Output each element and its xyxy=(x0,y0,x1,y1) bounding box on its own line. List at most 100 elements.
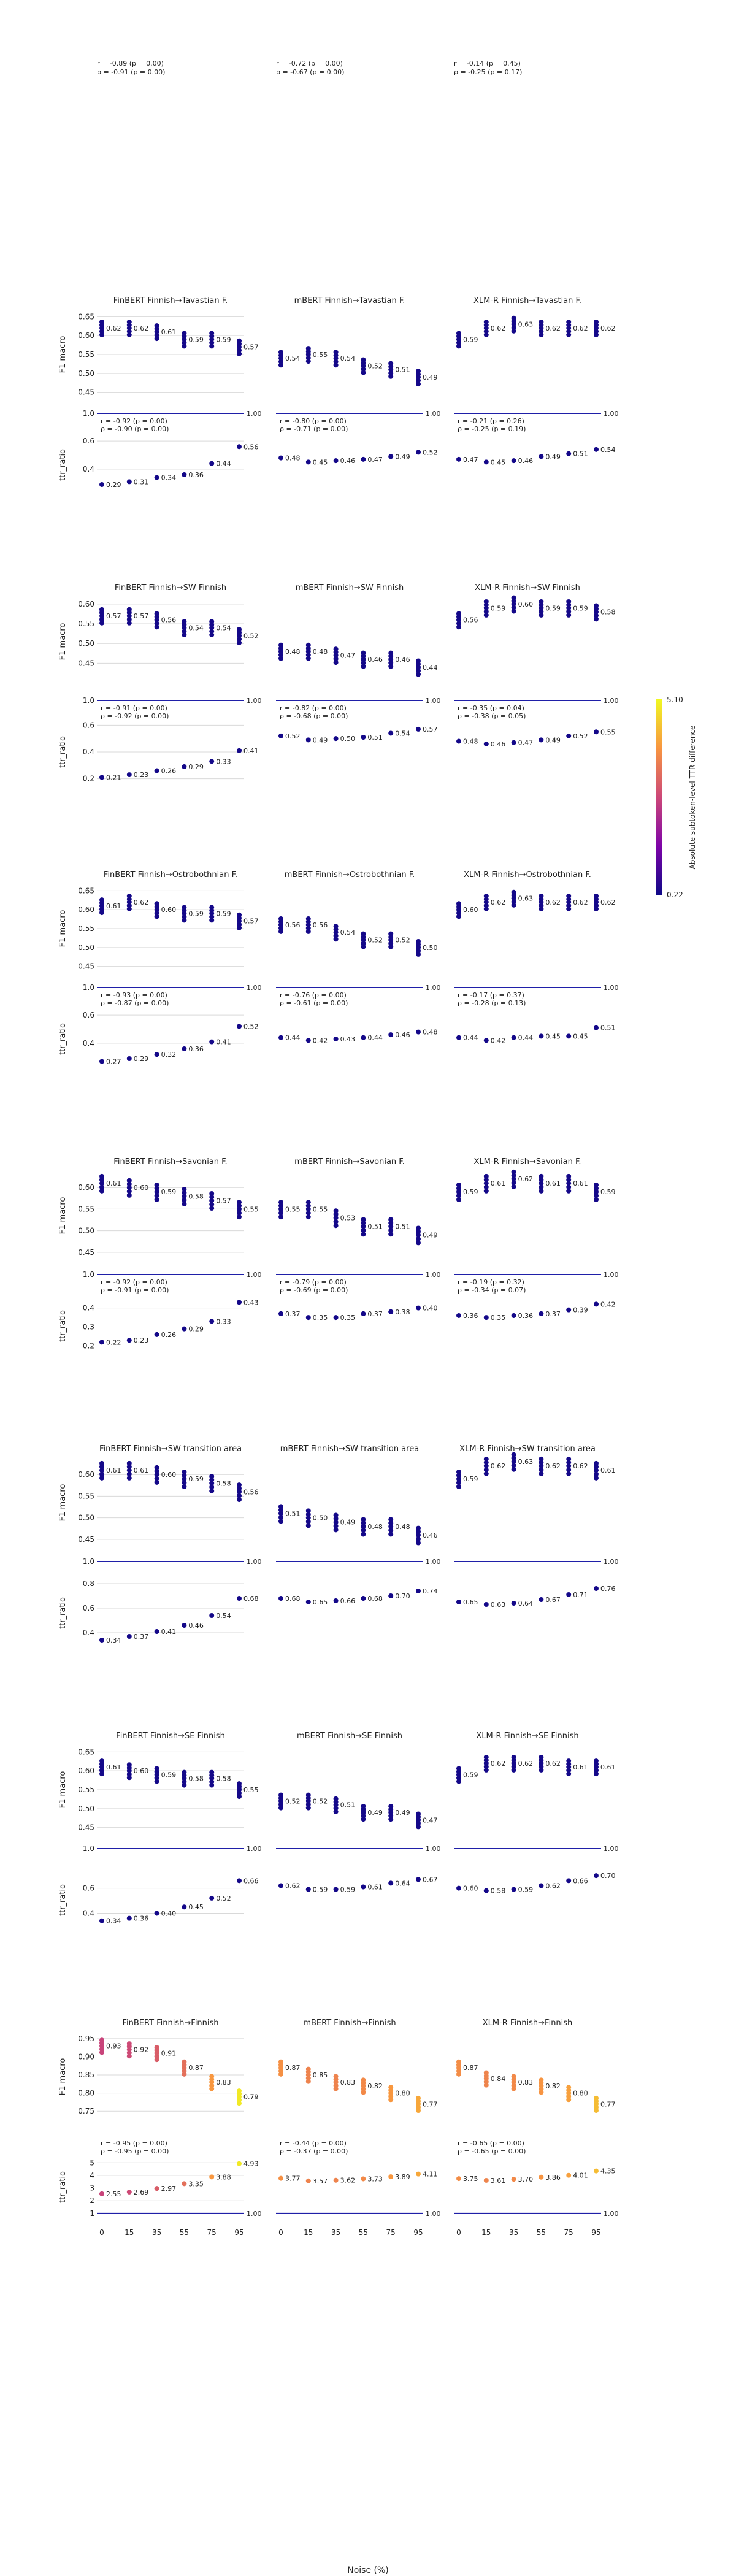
f1-point xyxy=(99,1464,104,1470)
panels: FinBERT Finnish→Tavastian F.0.650.600.55… xyxy=(58,296,619,2237)
f1-mean-label: 0.62 xyxy=(106,324,121,332)
f1-point xyxy=(388,374,394,379)
f1-point xyxy=(182,1779,187,1785)
ratio-mean-label: 0.49 xyxy=(395,453,410,461)
ratio-point xyxy=(278,733,283,738)
stats-annotation: r = -0.92 (p = 0.00) xyxy=(101,417,167,425)
f1-point xyxy=(361,944,366,949)
f1-mean-label: 0.46 xyxy=(395,656,410,664)
ratio-mean-label: 0.44 xyxy=(216,460,231,468)
ratio-tick-label: 0.6 xyxy=(83,1011,94,1019)
ratio-point xyxy=(333,736,339,742)
f1-point xyxy=(333,933,339,938)
f1-point xyxy=(388,931,394,937)
f1-point xyxy=(388,1528,394,1533)
panel-20: XLM-R Finnish→Finnish 0.87 0.84 0.83 0.82 0.8… xyxy=(454,2018,619,2237)
ratio-mean-label: 0.37 xyxy=(545,1310,561,1318)
f1-point xyxy=(237,1493,242,1498)
ratio-point xyxy=(126,2189,132,2195)
ratio-tick-label: 0.6 xyxy=(83,437,94,445)
panel-title: XLM-R Finnish→SE Finnish xyxy=(476,1731,578,1741)
f1-point xyxy=(278,1792,283,1798)
f1-point xyxy=(361,1524,366,1529)
ratio-reference-label: 1.00 xyxy=(247,1845,262,1853)
stats-annotation: r = -0.17 (p = 0.37) xyxy=(458,991,524,999)
ratio-mean-label: 0.40 xyxy=(423,1305,438,1313)
f1-point xyxy=(539,319,544,324)
f1-point xyxy=(416,1232,421,1238)
panel-3: FinBERT Finnish→SW Finnish 0.60 0.55 0.50 0.… xyxy=(58,583,262,783)
f1-tick-label: 0.45 xyxy=(78,659,94,667)
f1-tick-label: 0.60 xyxy=(78,600,94,608)
ratio-reference-label: 1.00 xyxy=(426,2210,441,2218)
f1-tick-label: 0.50 xyxy=(78,1227,94,1235)
f1-mean-label: 0.50 xyxy=(313,1514,328,1522)
f1-tick-label: 0.85 xyxy=(78,2071,94,2079)
f1-point xyxy=(99,1460,104,1466)
ratio-tick-label: 0.4 xyxy=(83,1628,94,1637)
ratio-mean-label: 0.43 xyxy=(340,1035,356,1043)
f1-point xyxy=(416,1236,421,1242)
f1-point xyxy=(305,346,311,351)
ratio-point xyxy=(511,1601,516,1606)
panel-1: mBERT Finnish→Tavastian F. 0.54 0.55 0.54 0.… xyxy=(276,296,441,466)
f1-point xyxy=(483,1463,489,1469)
f1-point xyxy=(305,1210,311,1216)
f1-point xyxy=(237,1781,242,1787)
panel-title: XLM-R Finnish→Ostrobothnian F. xyxy=(464,870,591,880)
ratio-reference-label: 1.00 xyxy=(426,410,441,418)
f1-point xyxy=(594,1471,599,1477)
ratio-mean-label: 3.73 xyxy=(367,2175,383,2183)
ratio-point xyxy=(539,1311,544,1316)
f1-point xyxy=(416,1811,421,1817)
f1-point xyxy=(483,609,489,615)
ratio-point xyxy=(333,2177,339,2183)
f1-point xyxy=(182,619,187,624)
f1-point xyxy=(511,608,516,614)
ratio-point xyxy=(278,1596,283,1601)
f1-mean-label: 0.61 xyxy=(600,1466,616,1474)
ratio-point xyxy=(566,2172,572,2178)
f1-point xyxy=(182,632,187,638)
f1-point xyxy=(483,1471,489,1476)
ratio-point xyxy=(416,450,421,455)
f1-point xyxy=(566,1467,572,1473)
ratio-mean-label: 0.46 xyxy=(395,1031,410,1039)
f1-mean-label: 0.59 xyxy=(545,604,561,612)
f1-mean-label: 0.62 xyxy=(518,1175,534,1183)
f1-tick-label: 0.60 xyxy=(78,1470,94,1479)
ratio-mean-label: 0.47 xyxy=(518,739,534,747)
f1-point xyxy=(182,1484,187,1489)
ratio-mean-label: 3.70 xyxy=(518,2175,534,2183)
ratio-mean-label: 3.89 xyxy=(395,2173,410,2181)
ratio-tick-label: 0.6 xyxy=(83,1604,94,1612)
f1-point xyxy=(278,359,283,364)
f1-point xyxy=(566,2085,572,2090)
ratio-mean-label: 0.45 xyxy=(545,1032,561,1040)
f1-mean-label: 0.52 xyxy=(395,937,410,945)
f1-axis-label: F1 macro xyxy=(58,336,67,374)
f1-point xyxy=(594,1464,599,1470)
ratio-mean-label: 0.42 xyxy=(313,1037,328,1045)
f1-point xyxy=(388,944,394,949)
ratio-mean-label: 0.35 xyxy=(491,1314,506,1322)
f1-tick-label: 0.65 xyxy=(78,1747,94,1756)
f1-point xyxy=(126,329,132,334)
f1-point xyxy=(278,926,283,931)
panel-4: mBERT Finnish→SW Finnish 0.48 0.48 0.47 0.46… xyxy=(276,583,441,744)
f1-mean-label: 0.62 xyxy=(518,1760,534,1768)
ratio-reference-label: 1.00 xyxy=(604,410,619,418)
ratio-mean-label: 0.45 xyxy=(491,458,506,466)
f1-mean-label: 0.59 xyxy=(463,1188,478,1196)
f1-point xyxy=(483,906,489,911)
f1-tick-label: 0.55 xyxy=(78,350,94,359)
ratio-mean-label: 0.57 xyxy=(423,726,438,734)
f1-point xyxy=(416,2095,421,2101)
ratio-tick-label: 0.3 xyxy=(83,1323,94,1332)
ratio-mean-label: 0.21 xyxy=(106,773,121,781)
ratio-point xyxy=(237,2161,242,2166)
f1-point xyxy=(333,1809,339,1814)
ratio-point xyxy=(511,2177,516,2182)
f1-point xyxy=(209,331,215,336)
ratio-tick-label: 0.2 xyxy=(83,1342,94,1351)
